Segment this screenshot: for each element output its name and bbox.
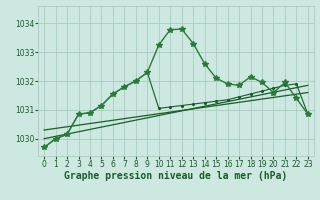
- X-axis label: Graphe pression niveau de la mer (hPa): Graphe pression niveau de la mer (hPa): [64, 171, 288, 181]
